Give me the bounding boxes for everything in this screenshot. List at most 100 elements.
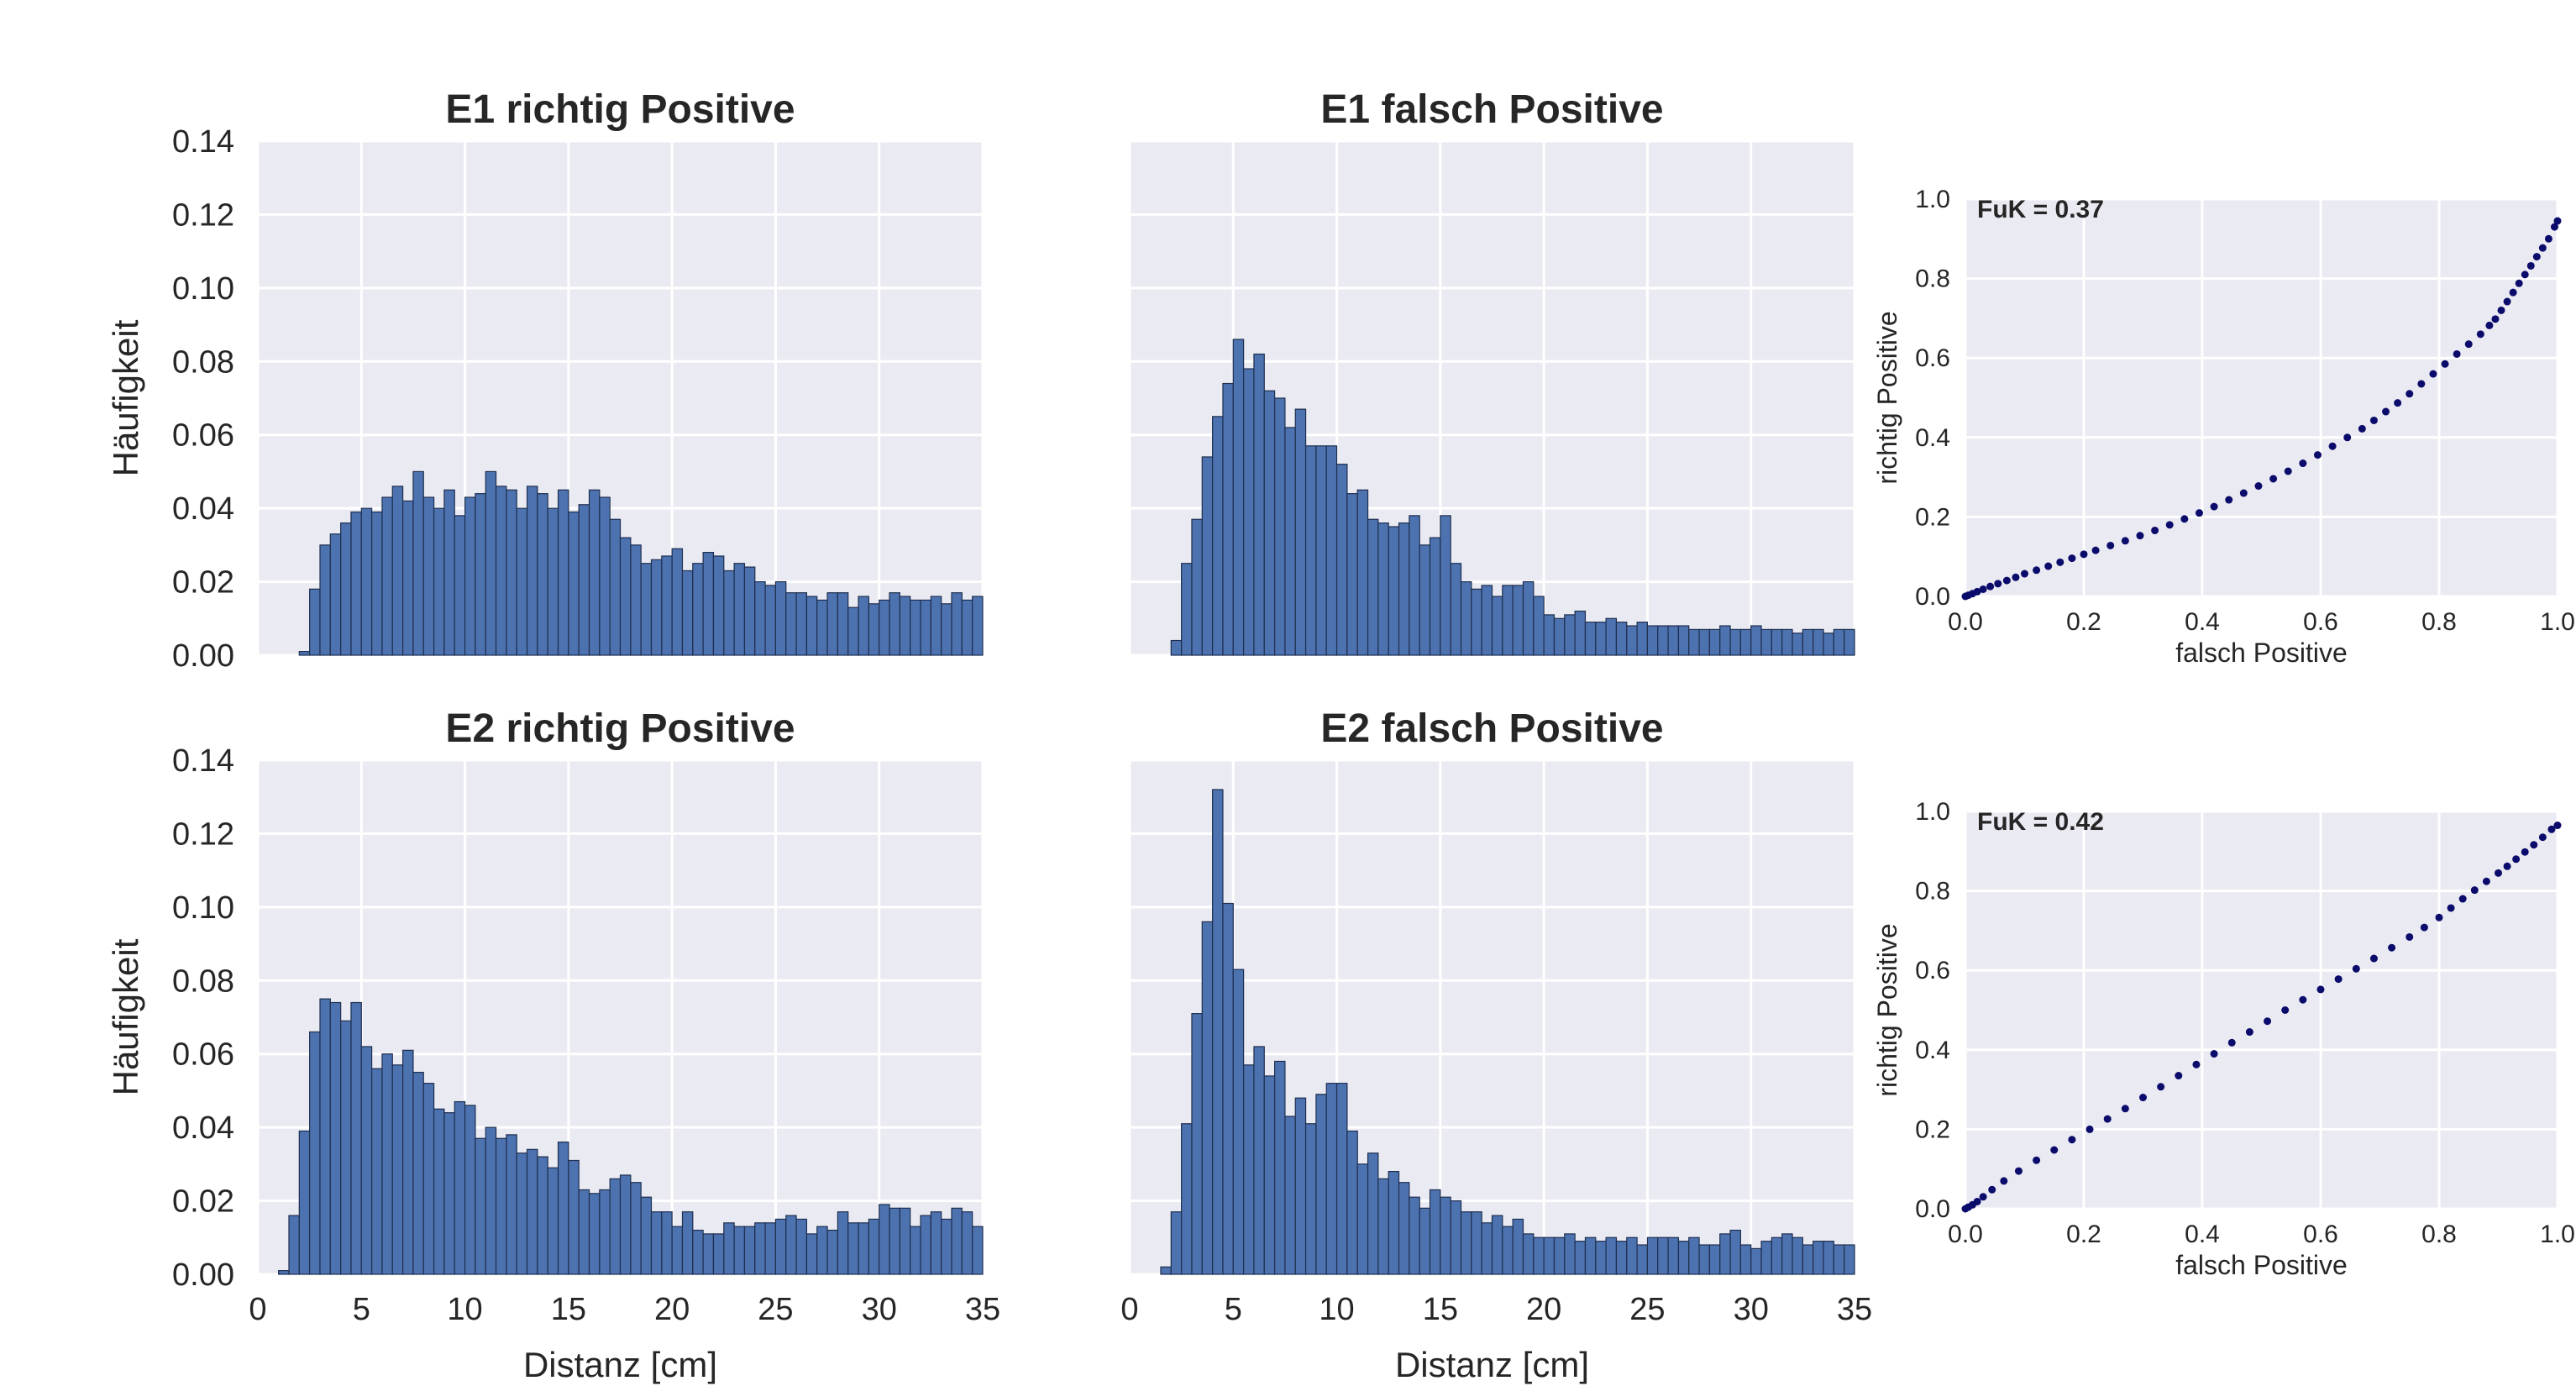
roc-point: [2521, 270, 2529, 279]
histogram-bar: [868, 1218, 880, 1275]
roc-point: [2044, 562, 2053, 570]
roc-point: [1988, 1185, 1996, 1194]
histogram-bar: [630, 1182, 642, 1275]
x-tick-label: 35: [965, 1292, 1000, 1327]
histogram-bar: [1522, 580, 1535, 656]
roc-point: [2068, 554, 2076, 563]
roc-point: [2453, 349, 2461, 358]
histogram-bar: [1533, 596, 1545, 656]
histogram-bar: [972, 1226, 984, 1275]
histogram-bar: [1315, 445, 1327, 656]
histogram-bar: [1460, 1211, 1472, 1275]
roc-point: [2343, 433, 2352, 442]
histogram-bar: [433, 507, 445, 656]
histogram-bar: [1356, 1163, 1369, 1275]
histogram-bar: [1636, 1244, 1649, 1275]
auc-annotation: FuK = 0.37: [1977, 196, 2104, 223]
x-axis-label: Distanz [cm]: [523, 1345, 717, 1384]
roc-point: [2195, 509, 2203, 517]
histogram-bar: [1388, 526, 1400, 656]
histogram-bar: [350, 511, 362, 656]
histogram-bar: [1605, 617, 1618, 656]
histogram-bar: [847, 606, 859, 656]
histogram-bar: [340, 1020, 352, 1275]
roc-point: [2000, 1177, 2008, 1185]
roc-point: [2538, 244, 2547, 252]
histogram-bar: [1388, 1170, 1400, 1275]
histogram-bar: [1553, 1236, 1566, 1275]
roc-point: [2538, 833, 2547, 842]
histogram-bar: [1325, 445, 1338, 656]
histogram-bar: [340, 522, 352, 656]
roc-point: [2405, 390, 2414, 398]
histogram-bar: [1273, 1060, 1286, 1275]
histogram-bar: [422, 1083, 435, 1275]
histogram-bar: [837, 1211, 849, 1275]
histogram-bar: [764, 585, 777, 656]
histogram-bar: [288, 1215, 300, 1275]
histogram-bar: [1398, 1182, 1410, 1275]
roc-point: [2139, 1094, 2147, 1102]
histogram-bar: [1346, 493, 1358, 656]
roc-point: [2121, 1105, 2129, 1113]
roc-point: [2388, 943, 2396, 952]
roc-point: [2458, 895, 2467, 903]
histogram-bar: [1201, 456, 1214, 656]
roc-point: [2532, 253, 2541, 261]
histogram-bar: [1667, 625, 1680, 656]
histogram-bar: [557, 489, 569, 656]
histogram-bar: [1191, 518, 1203, 656]
roc-point: [2447, 904, 2455, 912]
roc-point: [2358, 424, 2366, 433]
y-tick-label: 0.2: [1915, 1116, 1950, 1143]
histogram-bar: [1833, 628, 1845, 656]
histogram-bar: [899, 1207, 911, 1275]
roc-point: [1973, 587, 1981, 596]
x-tick-label: 10: [447, 1292, 482, 1327]
histogram-bar: [619, 1174, 632, 1275]
histogram-bar: [847, 1222, 859, 1275]
roc-point: [2299, 459, 2307, 468]
roc-point: [2521, 848, 2529, 856]
histogram-bar: [578, 504, 590, 656]
histogram-bar: [1409, 1196, 1420, 1275]
x-tick-label: 15: [1423, 1292, 1458, 1327]
roc-point: [2441, 360, 2449, 368]
histogram-bar: [350, 1001, 362, 1275]
histogram-bar: [816, 1226, 828, 1275]
histogram-bar: [1481, 585, 1493, 656]
roc-point: [2021, 570, 2028, 578]
histogram-bar: [1294, 1097, 1307, 1275]
histogram-bar: [951, 1207, 963, 1275]
histogram-bar: [1615, 622, 1628, 656]
histogram-bar: [920, 1215, 931, 1275]
roc-point: [2316, 985, 2325, 994]
roc-point: [2254, 482, 2263, 491]
histogram-bar: [1750, 1247, 1762, 1275]
histogram-bar: [785, 1215, 797, 1275]
roc-point: [2245, 1028, 2253, 1037]
histogram-bar: [889, 1207, 900, 1275]
histogram-bar: [1584, 622, 1597, 656]
roc-point: [2515, 279, 2523, 287]
histogram-e2-tp: E2 richtig Positive 0.00 0.02 0.04 0.06 0.08 0…: [106, 706, 1000, 1384]
y-tick-label: 0.08: [172, 344, 234, 380]
histogram-bar: [360, 1046, 373, 1275]
histogram-bar: [1813, 628, 1824, 656]
x-tick-label: 5: [1225, 1292, 1242, 1327]
histogram-bar: [930, 1211, 942, 1275]
histogram-bar: [402, 1049, 414, 1275]
histogram-bar: [495, 1137, 507, 1275]
histogram-bar: [910, 599, 921, 656]
x-tick-label: 20: [654, 1292, 690, 1327]
histogram-bar: [1739, 1244, 1752, 1275]
roc-point: [2165, 521, 2174, 529]
histogram-bar: [785, 592, 797, 656]
roc-e2-roc: 0.0 0.2 0.4 0.6 0.8 1.0 0.0 0.2 0.4 0.6 0.8 1.0 fals…: [1872, 798, 2575, 1280]
roc-point: [2210, 1050, 2218, 1058]
histogram-bar: [1160, 1266, 1172, 1275]
roc-point: [2269, 475, 2278, 483]
histogram-bar: [464, 1105, 476, 1275]
roc-point: [2299, 995, 2307, 1004]
roc-point: [2352, 964, 2360, 973]
